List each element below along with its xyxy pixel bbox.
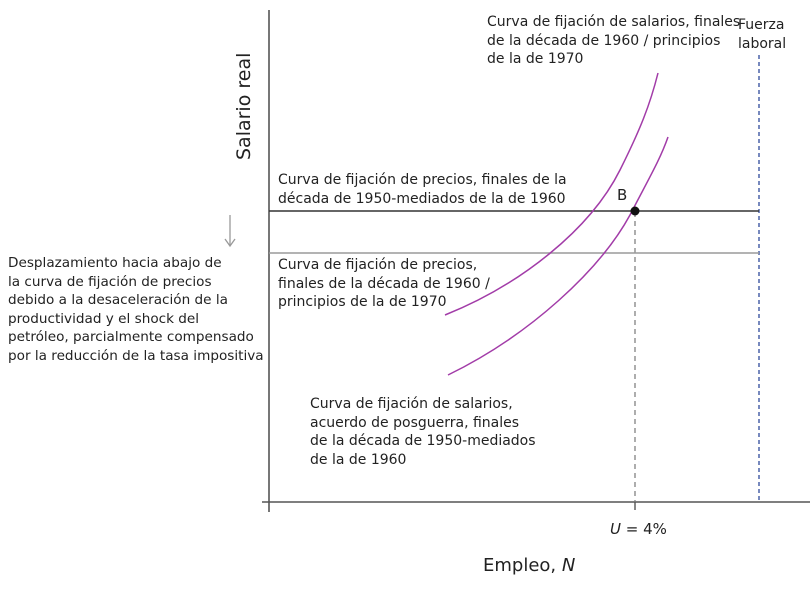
x-axis-label: Empleo, N [483,555,575,576]
label-line: por la reducción de la tasa impositiva [8,347,264,364]
label-line: Curva de fijación de precios, finales de… [278,172,567,188]
x-tick-var: U [610,520,621,538]
label-line: Curva de fijación de precios, [278,257,478,273]
x-axis-label-text: Empleo, [483,555,562,576]
label-line: petróleo, parcialmente compensado [8,329,254,345]
price-curve-late1960s-label: Curva de fijación de precios, finales de… [278,256,490,312]
price-curve-1950s-label: Curva de fijación de precios, finales de… [278,171,567,208]
point-b-label: B [617,186,628,204]
x-tick-value: = 4% [620,520,667,538]
label-line: década de 1950-mediados de la de 1960 [278,190,566,207]
label-line: de la de 1970 [487,51,584,67]
label-line: de la de 1960 [310,451,407,468]
x-axis-label-var: N [561,555,576,576]
label-line: debido a la desaceleración de la [8,292,228,308]
x-tick-label: U = 4% [610,520,667,539]
shift-annotation: Desplazamiento hacia abajo de la curva d… [8,254,264,365]
wage-curve-late1960s [444,72,659,316]
label-line: principios de la de 1970 [278,294,447,310]
label-line: acuerdo de posguerra, finales [310,414,520,431]
labor-force-label-line2: laboral [738,35,787,52]
wage-curve-late1960s-label: Curva de fijación de salarios, finales d… [487,13,740,69]
label-line: de la década de 1950-mediados [310,433,536,449]
labor-force-label-line1: Fuerza [738,17,785,33]
wage-curve-postwar [447,136,669,376]
label-line: Curva de fijación de salarios, [310,396,513,412]
label-line: la curva de fijación de precios [8,273,212,290]
y-axis-label: Salario real [233,52,255,160]
label-line: productividad y el shock del [8,310,200,327]
labor-force-label: Fuerza laboral [738,16,786,53]
label-line: Desplazamiento hacia abajo de [8,255,222,271]
wage-curve-postwar-label: Curva de fijación de salarios, acuerdo d… [310,395,536,469]
down-arrow-icon [224,215,236,248]
label-line: finales de la década de 1960 / [278,275,490,292]
label-line: de la década de 1960 / principios [487,32,721,49]
point-b [630,206,640,216]
label-line: Curva de fijación de salarios, finales [487,14,741,30]
